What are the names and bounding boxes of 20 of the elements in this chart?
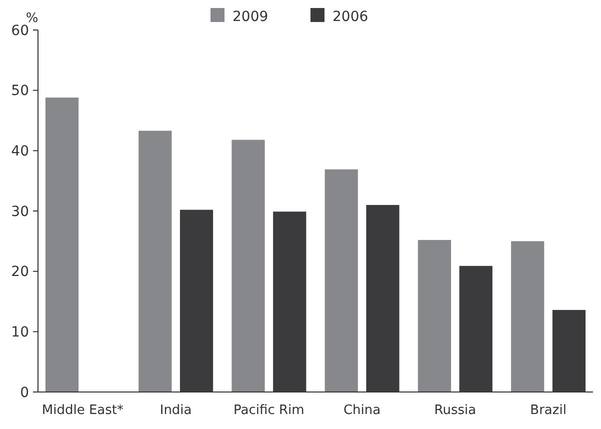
- bar: [418, 240, 452, 392]
- legend-label: 2009: [232, 8, 268, 25]
- bar: [232, 140, 265, 392]
- bar: [511, 241, 544, 392]
- y-tick-label: 40: [11, 144, 29, 160]
- y-tick-label: 10: [11, 324, 29, 341]
- bar: [324, 169, 358, 392]
- bar: [45, 98, 79, 392]
- x-tick-label: Russia: [434, 403, 476, 418]
- x-tick-label: Middle East*: [42, 403, 124, 418]
- x-tick-label: Pacific Rim: [234, 403, 304, 418]
- x-tick-label: China: [343, 403, 381, 418]
- legend-label: 2006: [332, 8, 368, 25]
- bar: [138, 130, 172, 392]
- y-tick-label: 0: [20, 384, 29, 401]
- y-tick-label: 30: [11, 204, 29, 220]
- y-tick-label: 50: [11, 83, 29, 100]
- x-tick-label: India: [160, 403, 192, 418]
- y-tick-label: 20: [11, 264, 29, 280]
- x-tick-label: Brazil: [530, 403, 566, 418]
